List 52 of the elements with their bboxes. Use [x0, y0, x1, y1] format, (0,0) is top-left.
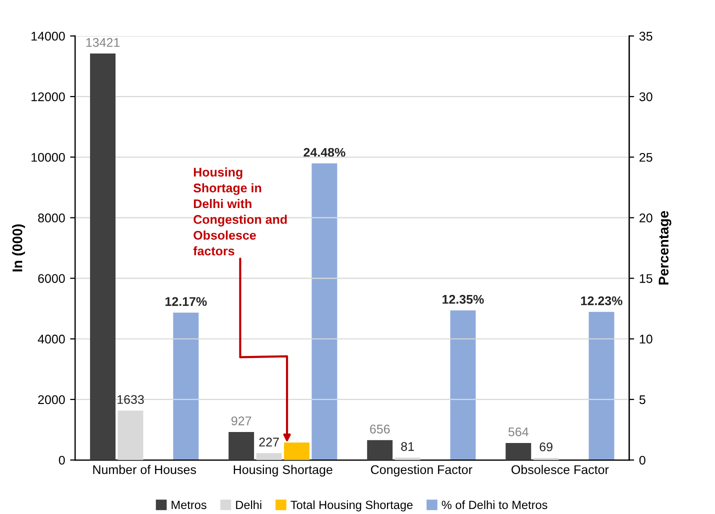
data-label: 227 — [259, 438, 279, 446]
y2-tick-label: 10 — [640, 334, 652, 344]
y2-tick-label: 25 — [640, 152, 652, 162]
bar — [90, 54, 116, 460]
bar — [367, 440, 393, 460]
bar — [312, 163, 338, 460]
data-label: 12.35% — [442, 294, 484, 304]
data-label: 12.17% — [165, 297, 207, 306]
y2-tick-label: 5 — [639, 395, 646, 404]
data-label: 927 — [231, 416, 252, 426]
data-label: 564 — [508, 427, 528, 436]
y-axis-title: In (000) — [12, 224, 26, 272]
data-label: 1633 — [118, 395, 144, 404]
annotation: Housing Shortage in Delhi with Congestion and Obsolesce factors — [193, 167, 287, 256]
data-label: 656 — [370, 424, 390, 434]
bar — [118, 410, 144, 460]
y2-tick-label: 35 — [639, 32, 652, 41]
y-tick-label: 2000 — [38, 395, 65, 404]
bar — [256, 453, 282, 460]
y-tick-label: 12000 — [32, 92, 65, 102]
y2-tick-label: 0 — [639, 456, 646, 465]
bar — [533, 458, 559, 460]
y-tick-label: 0 — [58, 456, 65, 465]
y2-tick-label: 15 — [640, 274, 652, 283]
legend-label: % of Delhi to Metros — [442, 500, 548, 510]
bar — [506, 442, 532, 460]
y-tick-label: 10000 — [32, 152, 65, 162]
x-tick-label: Number of Houses — [93, 464, 196, 474]
x-tick-label: Congestion Factor — [370, 464, 472, 477]
data-label: 24.48% — [304, 148, 346, 157]
bar — [588, 312, 614, 460]
x-tick-label: Housing Shortage — [234, 464, 332, 477]
bar — [394, 458, 420, 460]
bar — [284, 442, 310, 460]
y2-axis-title: Percentage — [658, 211, 672, 285]
bar — [173, 312, 199, 460]
y2-tick-label: 30 — [639, 92, 652, 102]
legend-label: Total Housing Shortage — [290, 500, 413, 512]
y-tick-label: 6000 — [38, 274, 65, 283]
y-tick-label: 14000 — [32, 32, 65, 41]
legend-label: Delhi — [236, 500, 262, 510]
data-label: 81 — [401, 442, 414, 451]
y-tick-label: 4000 — [38, 334, 65, 344]
bar — [450, 310, 476, 460]
legend-label: Metros — [172, 500, 206, 510]
bar — [228, 432, 254, 460]
data-label: 13421 — [86, 38, 120, 47]
data-label: 12.23% — [581, 296, 622, 306]
y2-tick-label: 20 — [640, 214, 652, 222]
x-tick-label: Obsolesce Factor — [512, 464, 609, 474]
y-tick-label: 8000 — [38, 214, 65, 222]
data-label: 69 — [540, 442, 552, 452]
